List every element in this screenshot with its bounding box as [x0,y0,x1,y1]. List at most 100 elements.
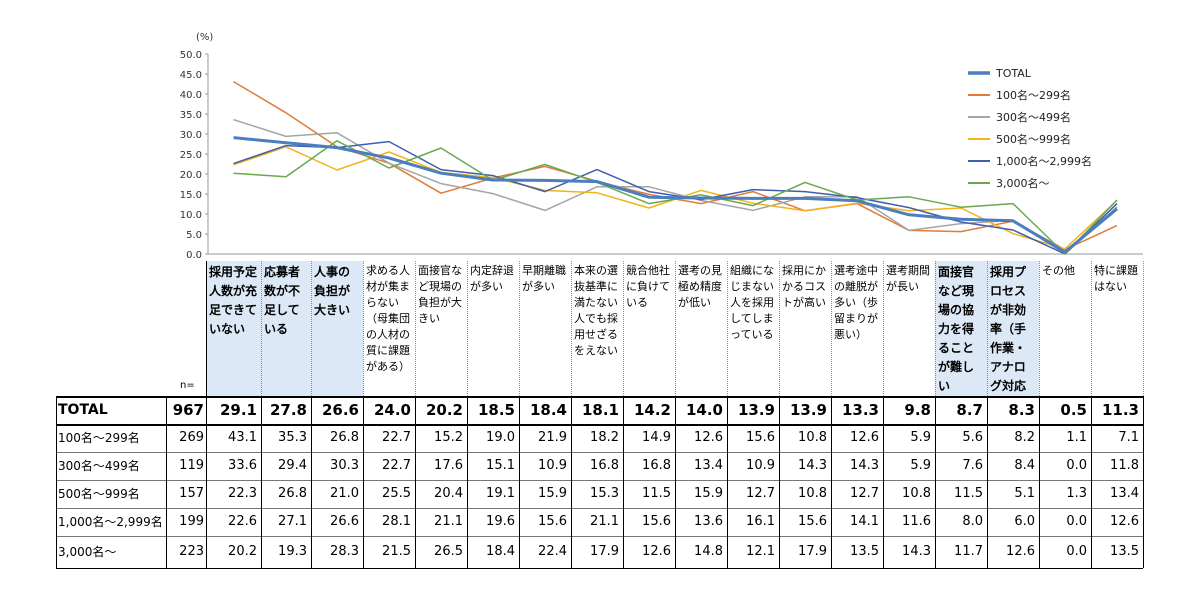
y-axis-unit-label: (%) [196,32,213,43]
series-lines [233,80,1118,255]
series-line-1 [233,80,1118,251]
table-column-divider [779,396,780,568]
table-cell: 22.7 [382,458,411,473]
table-cell: 13.9 [737,401,775,419]
table-cell: 19.1 [486,486,515,501]
table-cell: 1.3 [1066,486,1087,501]
column-header: 面接官など現場の負担が大きい [418,264,462,325]
table-cell: 10.9 [746,458,775,473]
table-row-divider [56,536,1143,537]
table-cell: 21.1 [434,514,463,529]
row-label: 100名～299名 [58,431,140,445]
row-n-value: 157 [179,486,204,501]
legend-label: 1,000名～2,999名 [996,154,1092,168]
table-row-divider [56,508,1143,509]
y-tick-label: 50.0 [180,50,202,61]
table-cell: 12.7 [746,486,775,501]
table-column-divider [415,396,416,568]
table-cell: 15.6 [538,514,567,529]
row-label: 3,000名～ [58,545,117,559]
table-cell: 11.5 [642,486,671,501]
table-cell: 14.0 [685,401,723,419]
y-tick-label: 20.0 [180,170,202,181]
table-cell: 20.2 [425,401,463,419]
table-cell: 13.4 [1110,486,1139,501]
table-cell: 12.6 [694,430,723,445]
column-header: 採用にかかるコストが高い [782,264,826,309]
header-divider [623,261,624,396]
legend-label: 100名～299名 [996,88,1071,102]
table-cell: 0.0 [1066,458,1087,473]
table-column-divider [883,396,884,568]
table-cell: 16.8 [590,458,619,473]
table-column-divider [311,396,312,568]
table-cell: 13.5 [850,544,879,559]
y-tick-label: 30.0 [180,130,202,141]
column-header: 採用予定人数が充足できていない [206,261,261,396]
table-column-divider [467,396,468,568]
table-cell: 12.7 [850,486,879,501]
column-header: 組織になじまない人を採用してしまっている [730,264,774,341]
series-line-4 [233,140,1118,255]
header-divider [519,261,520,396]
table-cell: 19.0 [486,430,515,445]
header-divider [415,261,416,396]
table-cell: 18.2 [590,430,619,445]
table-cell: 15.2 [434,430,463,445]
table-column-divider [1143,396,1144,568]
table-cell: 12.6 [642,544,671,559]
y-tick-label: 5.0 [186,230,202,241]
table-row-divider [56,452,1143,453]
table-cell: 13.5 [1110,544,1139,559]
table-cell: 8.2 [1014,430,1035,445]
table-cell: 10.8 [798,430,827,445]
column-header: 選考途中の離脱が多い（歩留まりが悪い） [834,264,878,341]
table-cell: 21.0 [330,486,359,501]
table-cell: 14.3 [850,458,879,473]
chart-legend: TOTAL 100名～299名 300名～499名 500名～999名 1,000名～2… [968,67,1092,190]
column-header: 本来の選抜基準に満たない人でも採用せざるをえない [574,264,618,357]
column-header: 応募者数が不足している [261,261,311,396]
table-column-divider [1091,396,1092,568]
header-divider [363,261,364,396]
table-cell: 22.7 [382,430,411,445]
table-cell: 29.1 [219,401,257,419]
table-cell: 21.9 [538,430,567,445]
table-cell: 6.0 [1014,514,1035,529]
table-cell: 15.1 [486,458,515,473]
line-chart: (%) 0.0 5.0 10.0 15.0 20.0 25.0 30.0 35.0 40.0 45… [180,32,1143,261]
column-header: 内定辞退が多い [470,264,514,293]
table-cell: 0.0 [1066,544,1087,559]
y-tick-label: 35.0 [180,110,202,121]
column-header: その他 [1042,264,1075,277]
table-cell: 0.0 [1066,514,1087,529]
table-cell: 15.6 [798,514,827,529]
column-header: 選考期間が長い [886,264,930,293]
table-cell: 15.6 [642,514,671,529]
column-header: 競合他社に負けている [626,264,670,309]
table-border-left [56,396,57,568]
table-cell: 24.0 [373,401,411,419]
table-column-divider [727,396,728,568]
row-label: TOTAL [58,402,108,418]
header-divider [261,261,262,396]
y-tick-label: 10.0 [180,210,202,221]
series-line-5 [233,140,1118,255]
table-cell: 12.1 [746,544,775,559]
row-label: 1,000名～2,999名 [58,515,163,529]
table-column-divider [261,396,262,568]
table-cell: 13.3 [841,401,879,419]
table-cell: 13.4 [694,458,723,473]
table-column-divider [1039,396,1040,568]
table-cell: 13.6 [694,514,723,529]
table-cell: 8.0 [962,514,983,529]
series-line-0 [233,136,1118,254]
table-cell: 26.8 [330,430,359,445]
table-border-top [56,396,1143,398]
table-cell: 5.9 [910,430,931,445]
column-header: 特に課題はない [1094,264,1138,293]
table-cell: 29.4 [278,458,307,473]
table-cell: 11.7 [954,544,983,559]
table-cell: 16.1 [746,514,775,529]
header-divider [883,261,884,396]
